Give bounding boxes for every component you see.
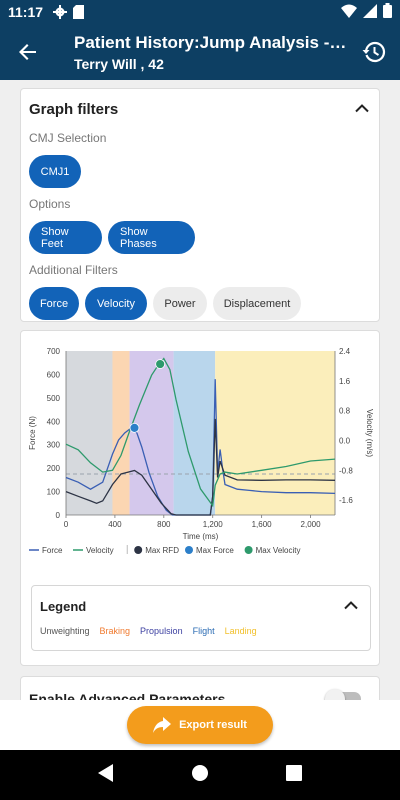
x-axis-label: Time (ms) [183, 532, 219, 541]
content-scroll[interactable]: Graph filters CMJ Selection CMJ1 Options… [0, 80, 400, 700]
legend-flight: Flight [192, 626, 215, 636]
y-tick-label: 600 [47, 370, 61, 379]
sd-card-icon [73, 5, 85, 19]
marker-max-velocity [155, 359, 166, 369]
y-tick-label: 100 [47, 488, 61, 497]
phase-band-landing [215, 351, 335, 515]
legend-entry-label: Max Force [196, 546, 234, 555]
gear-icon [53, 5, 68, 19]
history-icon [362, 41, 386, 63]
y-tick-label: 500 [47, 394, 61, 403]
legend-unweighting: Unweighting [40, 626, 90, 636]
chip-cmj1[interactable]: CMJ1 [29, 155, 81, 188]
legend-card: Legend Unweighting Braking Propulsion Fl… [31, 585, 371, 651]
phase-band-unweighting [66, 351, 113, 515]
legend-swatch [134, 546, 143, 554]
additional-filters-label: Additional Filters [29, 263, 118, 277]
app-bar: Patient History:Jump Analysis - Co… Terr… [0, 24, 400, 80]
status-time: 11:17 [8, 4, 44, 20]
advanced-parameters-card: Enable Advanced Parameters [20, 676, 380, 700]
share-arrow-icon [153, 717, 172, 733]
x-tick-label: 800 [157, 520, 171, 529]
chart-card: 0 100 200 300 400 500 600 700 -1.6 -0.8 0.0 0.8 1.6 2… [20, 330, 380, 666]
y2-tick-label: -0.8 [339, 466, 353, 475]
phase-band-braking [112, 351, 130, 515]
series-velocity [65, 357, 336, 508]
legend-entry-label: Max RFD [145, 546, 179, 555]
marker-max-force [129, 422, 140, 433]
x-tick-label: 1,200 [203, 520, 224, 529]
export-result-button[interactable]: Export result [127, 706, 273, 744]
chevron-up-icon[interactable] [355, 100, 369, 118]
x-tick-label: 0 [64, 520, 69, 529]
y2-tick-label: -1.6 [339, 496, 353, 505]
legend-swatch [244, 546, 253, 554]
chip-velocity[interactable]: Velocity [85, 287, 147, 320]
chevron-up-icon[interactable] [344, 597, 358, 615]
y-tick-label: 700 [47, 347, 61, 356]
status-bar: 11:17 [0, 0, 400, 24]
y2-tick-label: 0.8 [339, 407, 351, 416]
advanced-parameters-label: Enable Advanced Parameters [29, 691, 226, 700]
y-axis-label: Force (N) [28, 416, 37, 450]
chip-power[interactable]: Power [153, 287, 207, 320]
advanced-parameters-toggle[interactable] [325, 689, 361, 700]
system-nav-bar [0, 750, 400, 800]
legend-entry-label: Force [42, 546, 63, 555]
phase-band-flight [173, 351, 216, 515]
legend-landing: Landing [224, 626, 257, 636]
x-tick-label: 400 [108, 520, 122, 529]
x-tick-label: 1,600 [252, 520, 273, 529]
battery-icon [383, 3, 392, 21]
graph-filters-card: Graph filters CMJ Selection CMJ1 Options… [20, 88, 380, 322]
y-tick-label: 0 [56, 511, 61, 520]
y-tick-label: 400 [47, 417, 61, 426]
export-result-label: Export result [179, 719, 247, 731]
legend-braking: Braking [99, 626, 131, 636]
back-triangle-icon[interactable] [98, 763, 114, 787]
history-button[interactable] [348, 24, 400, 80]
y2-tick-label: 2.4 [339, 347, 351, 356]
cmj-selection-label: CMJ Selection [29, 131, 107, 145]
recents-square-icon[interactable] [285, 764, 302, 786]
legend-entry-label: Velocity [86, 546, 114, 555]
patient-subtitle: Terry Will , 42 [74, 55, 164, 72]
series-force-2 [65, 418, 336, 516]
wifi-icon [341, 4, 357, 21]
legend-entry-label: Max Velocity [256, 546, 301, 555]
page-title: Patient History:Jump Analysis - Co… [74, 32, 348, 52]
chip-show-feet[interactable]: Show Feet [29, 221, 102, 254]
legend-propulsion: Propulsion [140, 626, 183, 636]
y-tick-label: 200 [47, 464, 61, 473]
y2-tick-label: 0.0 [339, 436, 351, 445]
chip-force[interactable]: Force [29, 287, 79, 320]
y2-tick-label: 1.6 [339, 377, 351, 386]
graph-filters-title: Graph filters [29, 100, 119, 118]
back-button[interactable] [0, 24, 56, 80]
signal-icon [363, 3, 377, 21]
arrow-back-icon [19, 44, 36, 60]
x-tick-label: 2,000 [301, 520, 322, 529]
bottom-action-bar: Export result [0, 700, 400, 750]
legend-title: Legend [40, 598, 87, 614]
chip-displacement[interactable]: Displacement [213, 287, 301, 320]
y2-axis-label: Velocity (m/s) [365, 409, 374, 457]
options-label: Options [29, 197, 71, 211]
y-tick-label: 300 [47, 441, 61, 450]
legend-swatch [185, 546, 193, 554]
chip-show-phases[interactable]: Show Phases [108, 221, 195, 254]
jump-chart: 0 100 200 300 400 500 600 700 -1.6 -0.8 0.0 0.8 1.6 2… [28, 347, 374, 555]
home-circle-icon[interactable] [191, 764, 209, 787]
